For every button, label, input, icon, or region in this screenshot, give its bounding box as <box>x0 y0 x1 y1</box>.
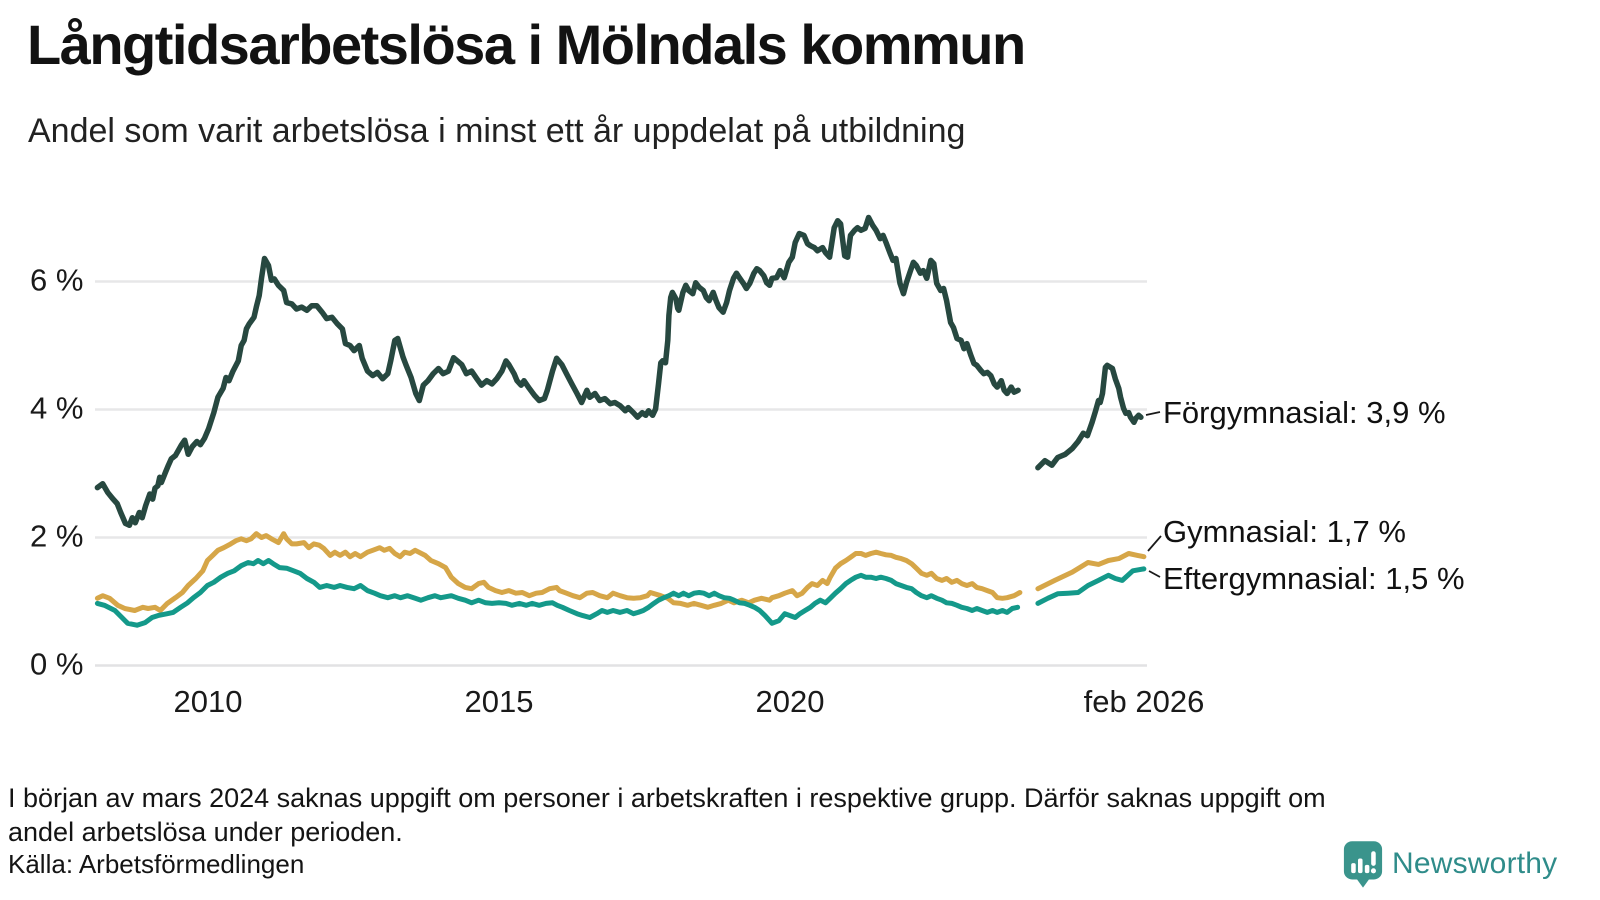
series-line-eftergymnasial-segment-1 <box>94 558 1021 628</box>
series-label-gymnasial: Gymnasial: 1,7 % <box>1163 514 1406 549</box>
x-tick-feb2026: feb 2026 <box>1083 684 1205 719</box>
newsworthy-logo: Newsworthy <box>1343 840 1557 888</box>
series-line-gymnasial-segment-1 <box>94 531 1023 613</box>
series-line-eftergymnasial-segment-2 <box>1035 566 1147 606</box>
footnote: I början av mars 2024 saknas uppgift om … <box>8 781 1326 849</box>
connector-gymnasial <box>1147 535 1162 552</box>
y-tick-4pct: 4 % <box>30 390 84 426</box>
page-subtitle: Andel som varit arbetslösa i minst ett å… <box>28 112 966 150</box>
footnote-line-2: andel arbetslösa under perioden. <box>8 817 403 847</box>
footnote-line-1: I början av mars 2024 saknas uppgift om … <box>8 783 1326 813</box>
y-tick-0pct: 0 % <box>30 646 84 682</box>
newsworthy-wordmark: Newsworthy <box>1392 847 1558 880</box>
annotation-connectors <box>1145 411 1162 578</box>
x-tick-2010: 2010 <box>173 684 243 719</box>
y-tick-2pct: 2 % <box>30 518 84 554</box>
x-tick-2020: 2020 <box>755 684 825 719</box>
series-line-forgymnasial-segment-1 <box>94 214 1021 529</box>
series-label-forgymnasial: Förgymnasial: 3,9 % <box>1163 395 1446 430</box>
connector-forgymnasial <box>1145 411 1161 416</box>
line-chart <box>94 214 1162 667</box>
newsworthy-logo-icon <box>1343 840 1383 888</box>
connector-eftergymnasial <box>1148 570 1161 578</box>
series-line-forgymnasial-segment-2 <box>1035 362 1144 471</box>
series-line-gymnasial-segment-2 <box>1035 551 1147 592</box>
page-title: Långtidsarbetslösa i Mölndals kommun <box>27 13 1026 76</box>
x-tick-2015: 2015 <box>464 684 534 719</box>
series-label-eftergymnasial: Eftergymnasial: 1,5 % <box>1163 561 1465 596</box>
y-tick-6pct: 6 % <box>30 262 84 298</box>
gridlines <box>95 280 1147 667</box>
source-label: Källa: Arbetsförmedlingen <box>8 849 305 879</box>
series-lines <box>94 214 1147 628</box>
